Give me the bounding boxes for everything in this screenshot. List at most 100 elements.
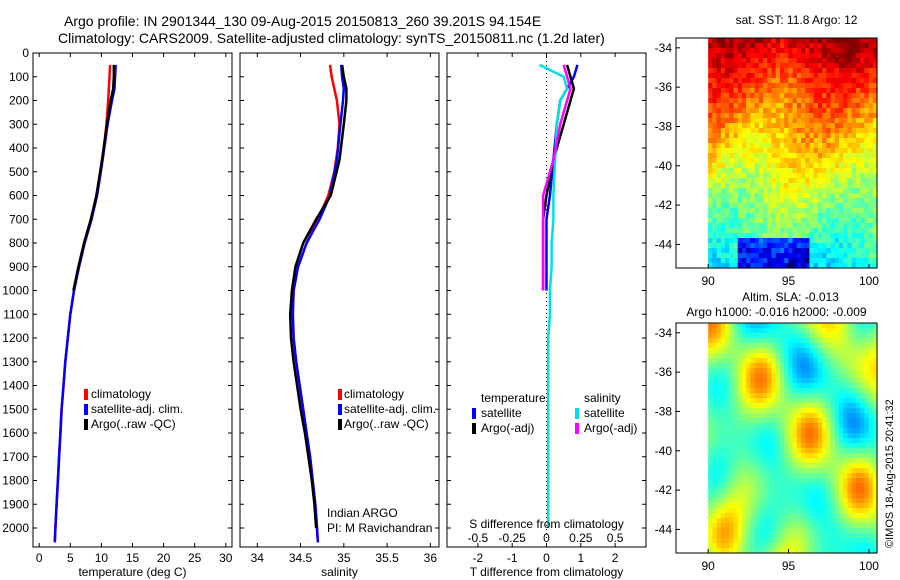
sst-map-cell: [847, 188, 853, 194]
sst-map-cell: [830, 143, 836, 149]
sst-map-cell: [771, 188, 777, 194]
difference-x-axis-label: T difference from climatology: [470, 565, 624, 579]
sla-map-cell: [843, 443, 849, 449]
sst-map-cell: [830, 218, 836, 224]
sla-map-cell: [847, 478, 853, 484]
sst-map-cell: [839, 163, 844, 169]
sst-map-cell: [813, 183, 819, 189]
sla-map-cell: [779, 398, 785, 404]
sst-map-cell: [712, 53, 718, 59]
sla-map-cell: [851, 343, 857, 349]
sla-map-cell: [775, 333, 781, 339]
sst-map-cell: [729, 113, 735, 119]
sla-map-cell: [830, 343, 836, 349]
sst-map-cell: [864, 128, 870, 134]
sla-map-cell: [775, 503, 781, 509]
sla-map-cell: [817, 543, 823, 549]
sla-map-cell: [843, 363, 849, 369]
sst-map-cell: [805, 143, 811, 149]
sla-map-cell: [851, 518, 857, 524]
sla-map-cell: [805, 433, 811, 439]
sla-map-cell: [851, 348, 857, 354]
legend-swatch: [84, 419, 88, 430]
sst-map-cell: [725, 168, 730, 174]
sla-map-cell: [788, 503, 794, 509]
sst-map-cell: [864, 213, 870, 219]
sst-map-cell: [746, 163, 751, 169]
sla-map-cell: [741, 498, 747, 504]
sst-map-cell: [779, 63, 785, 69]
sla-map-cell: [725, 483, 730, 489]
sla-map-cell: [737, 338, 743, 344]
sla-map-cell: [801, 483, 806, 489]
sst-map-cell: [720, 188, 726, 194]
sst-map-cell: [741, 263, 747, 269]
sst-map-cell: [754, 88, 760, 94]
sst-map-cell: [817, 128, 823, 134]
sst-map-cell: [822, 58, 827, 64]
sla-map-cell: [851, 333, 857, 339]
sst-map-cell: [796, 113, 802, 119]
sla-map-cell: [771, 518, 777, 524]
sst-map-cell: [746, 233, 751, 239]
sst-map-cell: [813, 158, 819, 164]
sla-map-cell: [830, 383, 836, 389]
sla-map-cell: [801, 408, 806, 414]
sla-map-cell: [741, 403, 747, 409]
sst-map-cell: [855, 213, 861, 219]
sst-map-cell: [801, 118, 806, 124]
sst-map-cell: [843, 68, 849, 74]
sla-map-cell: [847, 498, 853, 504]
sla-map-cell: [809, 453, 815, 459]
sst-map-cell: [860, 223, 865, 229]
sla-map-cell: [855, 383, 861, 389]
sla-map-cell: [868, 493, 874, 499]
sst-map-cell: [860, 228, 865, 234]
sla-map-cell: [792, 398, 798, 404]
sla-map-cell: [725, 428, 730, 434]
sla-map-cell: [737, 358, 743, 364]
sla-map-cell: [805, 388, 811, 394]
sst-map-cell: [851, 188, 857, 194]
sst-map-cell: [716, 153, 722, 159]
sst-map-cell: [784, 228, 789, 234]
sla-map-cell: [864, 433, 870, 439]
sla-map-cell: [729, 488, 735, 494]
sla-map-cell: [716, 493, 722, 499]
sst-map-cell: [839, 223, 844, 229]
sst-map-cell: [720, 93, 726, 99]
sla-map-cell: [708, 338, 713, 344]
sst-map-cell: [796, 108, 802, 114]
sst-map-cell: [796, 103, 802, 109]
sla-map-cell: [767, 528, 773, 534]
sst-map-cell: [813, 263, 819, 269]
sst-map-cell: [729, 108, 735, 114]
sst-map-cell: [830, 98, 836, 104]
sla-map-cell: [779, 323, 785, 329]
sla-map-cell: [868, 538, 874, 544]
sst-map-cell: [712, 138, 718, 144]
sla-map-cell: [750, 433, 756, 439]
sla-map-cell: [813, 443, 819, 449]
sst-map-cell: [784, 178, 789, 184]
sst-map-cell: [767, 128, 773, 134]
sla-map-cell: [729, 468, 735, 474]
sst-map-cell: [826, 43, 832, 49]
sst-map-cell: [733, 153, 739, 159]
sst-map-cell: [809, 63, 815, 69]
sst-map-cell: [720, 173, 726, 179]
sst-map-cell: [737, 203, 743, 209]
sst-map-cell: [750, 173, 756, 179]
sst-map-cell: [754, 248, 760, 254]
sla-map-cell: [737, 458, 743, 464]
sst-map-cell: [725, 203, 730, 209]
sst-map-cell: [796, 258, 802, 264]
sla-map-cell: [843, 433, 849, 439]
sst-map-cell: [792, 118, 798, 124]
sla-map-cell: [847, 503, 853, 509]
sst-map-cell: [754, 43, 760, 49]
sla-map-cell: [725, 443, 730, 449]
sst-map-cell: [817, 48, 823, 54]
sla-map-cell: [805, 443, 811, 449]
sla-map-cell: [847, 388, 853, 394]
